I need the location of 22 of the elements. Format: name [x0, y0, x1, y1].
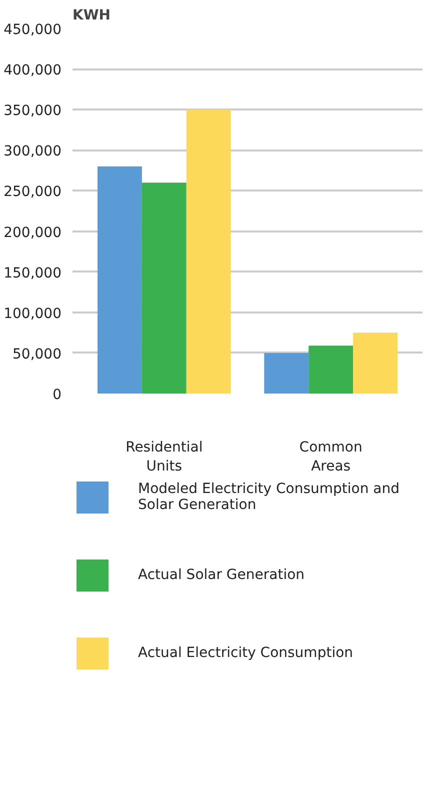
legend-label: Actual Electricity Consumption	[138, 645, 354, 661]
y-tick-label: 0	[52, 387, 62, 403]
bar	[98, 166, 142, 394]
bar	[308, 346, 354, 394]
bar	[142, 182, 186, 394]
y-tick-label: 150,000	[4, 265, 62, 282]
y-tick-label: 400,000	[4, 62, 62, 79]
bar	[353, 332, 398, 394]
y-tick-label: 250,000	[4, 184, 62, 200]
bar	[186, 110, 231, 394]
x-tick-label: Residential Units	[126, 440, 203, 475]
y-axis-title: KWH	[72, 8, 111, 24]
x-tick-label: Common Areas	[299, 440, 362, 475]
y-tick-label: 100,000	[4, 306, 62, 322]
bar	[264, 352, 309, 394]
y-tick-label: 450,000	[4, 22, 62, 38]
y-tick-label: 200,000	[4, 224, 62, 241]
legend-label: Actual Solar Generation	[138, 567, 305, 583]
y-tick-label: 350,000	[4, 103, 62, 120]
legend-label: Modeled Electricity Consumption and Solar Generation	[138, 481, 400, 513]
y-tick-label: 300,000	[4, 144, 62, 160]
y-tick-label: 50,000	[12, 346, 62, 362]
